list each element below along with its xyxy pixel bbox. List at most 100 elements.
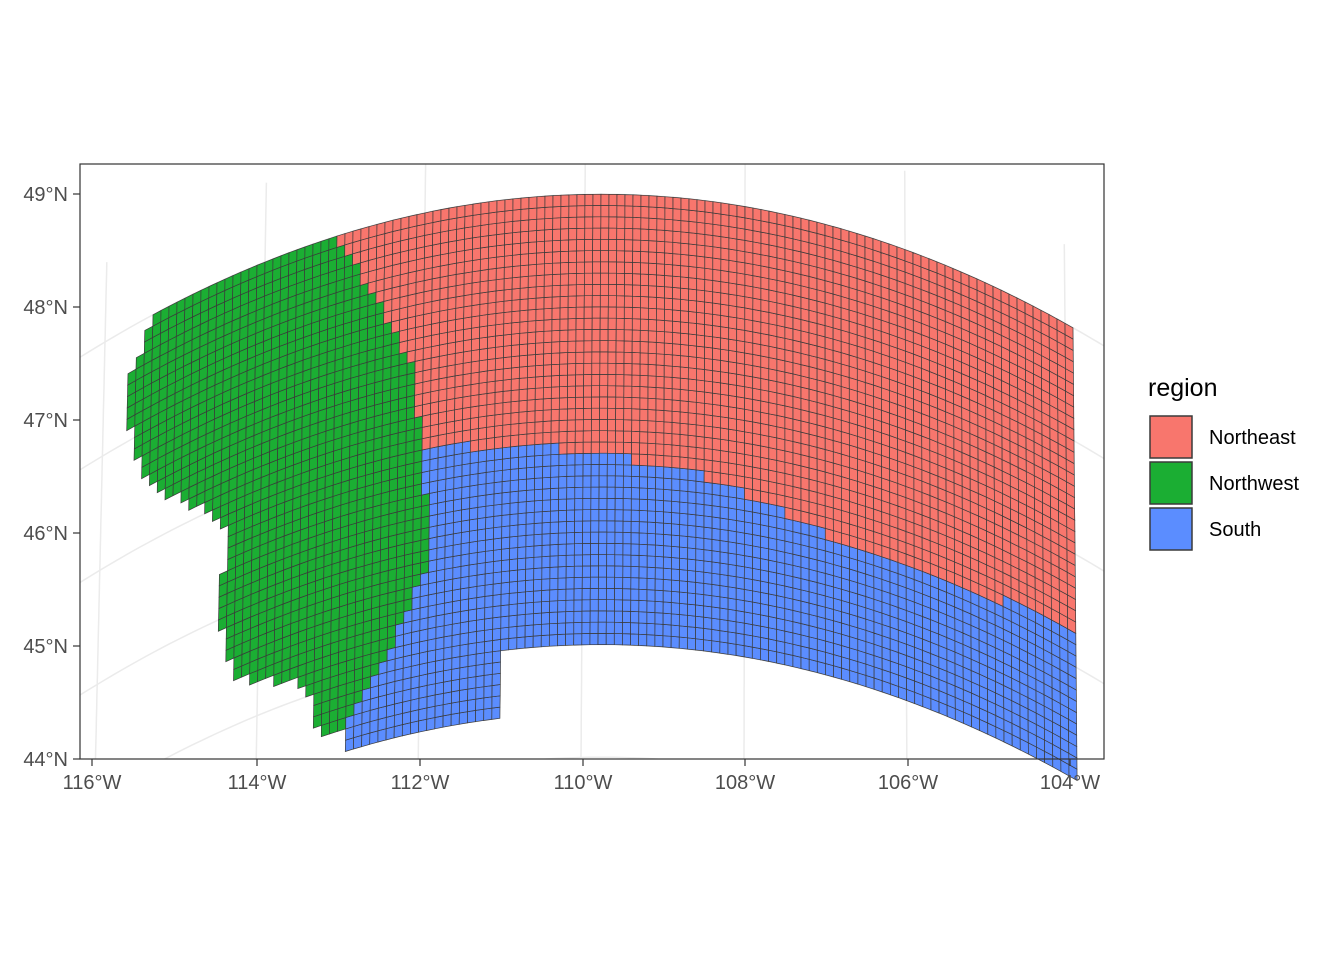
cell-northeast [679,445,689,459]
cell-northeast [488,200,498,214]
cell-northeast [422,368,432,383]
cell-northeast [344,230,354,246]
cell-northeast [768,379,778,394]
cell-south [475,641,485,655]
cell-south [751,635,761,650]
cell-south [590,464,600,477]
cell-northeast [679,411,689,425]
cell-northeast [639,419,649,433]
cell-northeast [494,391,504,405]
cell-south [469,484,479,498]
cell-south [614,543,624,556]
cell-northeast [470,360,480,374]
cell-northeast [744,329,754,344]
cell-northeast [728,428,737,443]
cell-northeast [582,430,592,443]
cell-northeast [422,391,432,406]
cell-south [493,503,503,517]
cell-south [606,486,616,499]
cell-northeast [487,256,497,270]
cell-northeast [494,413,504,427]
cell-south [582,531,592,544]
cell-south [469,450,479,464]
cell-northeast [671,455,681,469]
cell-northeast [639,431,649,444]
cell-south [435,591,445,606]
cell-northeast [647,409,657,422]
cell-northeast [680,287,690,301]
cell-northeast [792,317,802,332]
cell-south [485,504,495,518]
cell-northeast [704,312,714,326]
cell-northeast [760,231,770,246]
cell-northeast [776,459,786,474]
cell-south [687,491,697,504]
cell-south [695,582,705,595]
cell-northeast [792,373,802,388]
cell-northeast [744,431,754,445]
cell-south [549,611,559,625]
cell-northeast [648,296,657,310]
cell-northeast [744,375,754,389]
cell-south [411,596,421,611]
cell-northeast [631,363,641,376]
cell-northeast [448,217,458,232]
cell-northeast [488,222,498,236]
cell-northeast [495,312,505,326]
cell-northeast [639,386,649,399]
cell-south [752,511,761,526]
cell-south [589,587,599,601]
cell-northeast [711,426,721,440]
cell-south [493,469,503,483]
cell-south [670,613,680,627]
cell-northwest [421,492,430,507]
cell-south [671,523,681,537]
cell-northeast [583,396,592,409]
cell-northeast [752,432,762,447]
cell-northeast [439,252,449,267]
cell-south [752,545,761,559]
cell-northeast [560,205,570,219]
cell-south [492,582,502,596]
cell-south [736,508,745,523]
cell-northeast [510,366,520,380]
cell-northeast [728,361,738,375]
cell-northeast [744,228,754,243]
cell-south [565,622,575,635]
cell-south [606,565,616,578]
cell-northeast [760,468,770,482]
cell-northwest [405,417,415,432]
cell-northeast [640,206,650,219]
cell-south [589,610,599,623]
cell-south [426,717,436,731]
cell-northeast [647,352,657,366]
cell-northeast [647,420,657,433]
cell-south [476,607,486,621]
cell-northeast [664,241,674,254]
cell-northeast [360,226,370,241]
cell-south [444,510,454,525]
cell-northeast [776,482,786,497]
cell-northeast [736,306,746,320]
cell-south [436,546,446,560]
cell-northeast [575,340,585,353]
cell-northeast [440,207,450,222]
cell-northeast [672,219,682,233]
x-tick-label: 110°W [554,772,613,794]
cell-northwest [406,383,416,398]
cell-south [566,464,576,477]
cell-south [410,720,420,735]
cell-northeast [744,453,753,468]
cell-northeast [528,196,538,209]
cell-south [776,516,786,531]
cell-northeast [600,205,610,218]
cell-south [760,569,769,584]
cell-south [727,631,737,645]
cell-south [768,537,778,551]
cell-south [776,527,786,542]
cell-northeast [607,351,617,364]
cell-south [460,598,470,612]
cell-south [679,479,689,492]
cell-northeast [536,252,545,265]
cell-northeast [502,367,512,381]
